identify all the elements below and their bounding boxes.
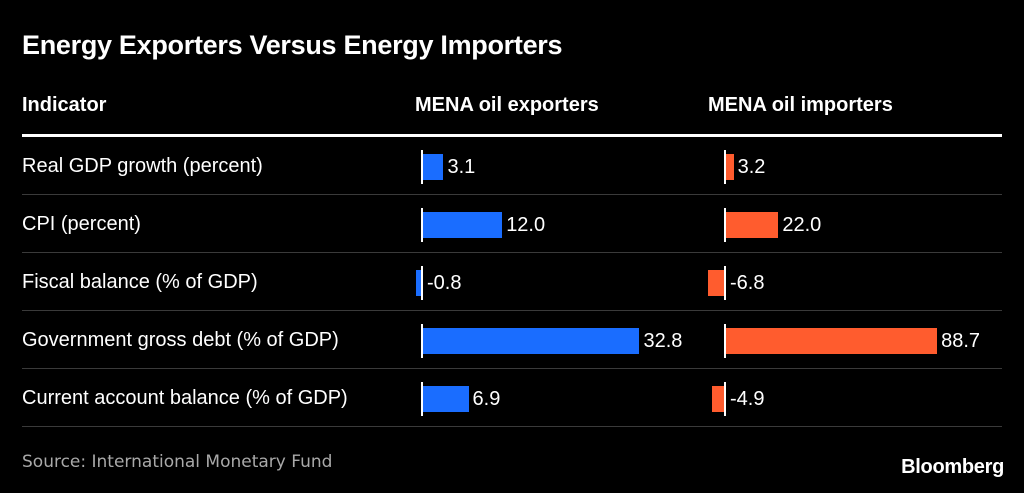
- row-divider: [22, 310, 1002, 311]
- importers-baseline: [724, 208, 726, 242]
- exporters-baseline: [421, 324, 423, 358]
- importers-bar: [707, 270, 724, 296]
- exporters-baseline: [421, 266, 423, 300]
- exporters-baseline: [421, 382, 423, 416]
- row-label: Real GDP growth (percent): [22, 155, 263, 177]
- exporters-bar: [423, 212, 503, 238]
- header-indicator: Indicator: [22, 94, 107, 116]
- row-label: Current account balance (% of GDP): [22, 387, 348, 409]
- importers-value-label: -6.8: [730, 272, 765, 294]
- exporters-bar: [423, 328, 640, 354]
- importers-value-label: 88.7: [941, 330, 981, 352]
- exporters-baseline: [421, 150, 423, 184]
- table-row: Real GDP growth (percent) 3.1 3.2: [0, 137, 1024, 195]
- table-row: CPI (percent) 12.0 22.0: [0, 195, 1024, 253]
- importers-value-label: 22.0: [782, 214, 822, 236]
- exporters-bar: [423, 386, 469, 412]
- row-divider: [22, 194, 1002, 195]
- importers-bar: [726, 212, 779, 238]
- importers-value-label: 3.2: [737, 156, 766, 178]
- row-label: Fiscal balance (% of GDP): [22, 271, 258, 293]
- exporters-value-label: 32.8: [643, 330, 683, 352]
- row-divider: [22, 252, 1002, 253]
- exporters-value-label: 12.0: [506, 214, 546, 236]
- row-label: CPI (percent): [22, 213, 141, 235]
- exporters-bar: [423, 154, 444, 180]
- chart-title: Energy Exporters Versus Energy Importers: [22, 30, 563, 60]
- table-row: Fiscal balance (% of GDP) -0.8 -6.8: [0, 253, 1024, 311]
- table-row: Government gross debt (% of GDP) 32.8 88.7: [0, 311, 1024, 369]
- importers-baseline: [724, 382, 726, 416]
- importers-bar: [726, 154, 734, 180]
- header-rule: [22, 134, 1002, 137]
- header-importers: MENA oil importers: [708, 94, 893, 116]
- table-row: Current account balance (% of GDP) 6.9 -4.…: [0, 369, 1024, 427]
- header-exporters: MENA oil exporters: [415, 94, 599, 116]
- importers-bar: [726, 328, 938, 354]
- row-divider: [22, 368, 1002, 369]
- exporters-value-label: 3.1: [447, 156, 476, 178]
- bloomberg-logo: Bloomberg: [901, 456, 1004, 478]
- source-note: Source: International Monetary Fund: [22, 452, 333, 472]
- row-divider: [22, 426, 1002, 427]
- exporters-value-label: 6.9: [472, 388, 501, 410]
- importers-bar: [712, 386, 724, 412]
- importers-baseline: [724, 150, 726, 184]
- row-label: Government gross debt (% of GDP): [22, 329, 339, 351]
- importers-value-label: -4.9: [730, 388, 765, 410]
- exporters-bar: [415, 270, 421, 296]
- exporters-baseline: [421, 208, 423, 242]
- importers-baseline: [724, 266, 726, 300]
- exporters-value-label: -0.8: [427, 272, 462, 294]
- importers-baseline: [724, 324, 726, 358]
